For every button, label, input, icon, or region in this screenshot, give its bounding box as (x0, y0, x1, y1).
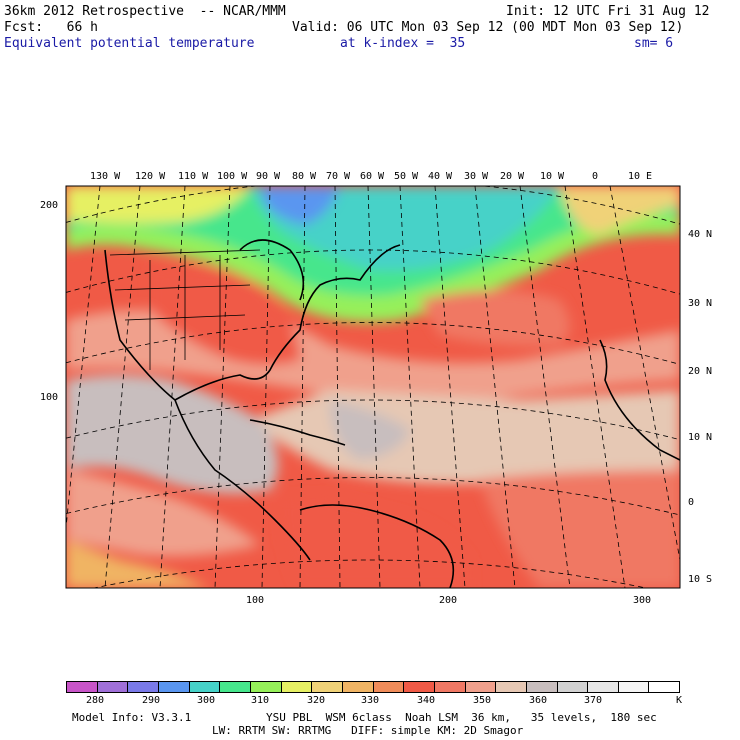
coastlines (104, 239, 680, 588)
init-time: Init: 12 UTC Fri 31 Aug 12 (506, 4, 710, 19)
colorbar-swatch (158, 682, 190, 692)
lon-label: 50 W (394, 171, 419, 182)
colorbar-swatch (220, 682, 251, 692)
colorbar-swatch (526, 682, 558, 692)
lon-label: 10 W (540, 171, 565, 182)
lon-label: 60 W (360, 171, 385, 182)
map-frame (65, 185, 681, 589)
model-info: Model Info: V3.3.1 (72, 711, 192, 724)
k-index-label: at k-index = 35 (340, 36, 466, 51)
colorbar-swatch (649, 682, 680, 692)
grid-y-label: 200 (40, 200, 59, 211)
colorbar-swatch (557, 682, 589, 692)
lat-label: 20 N (688, 366, 713, 377)
colorbar-unit: K (676, 695, 683, 706)
colorbar-label: 350 (473, 695, 492, 706)
graticule (66, 186, 680, 588)
grid-y-label: 100 (40, 392, 59, 403)
lat-label: 30 N (688, 298, 713, 309)
colorbar-label: 300 (197, 695, 216, 706)
lon-label: 120 W (135, 171, 166, 182)
colorbar-label: 340 (417, 695, 436, 706)
grid-x-label: 200 (439, 595, 458, 606)
radiation-info: LW: RRTM SW: RRTMG DIFF: simple KM: 2D S… (212, 724, 524, 737)
colorbar-swatch (67, 682, 98, 692)
colorbar-swatch (97, 682, 129, 692)
lat-label: 10 N (688, 432, 713, 443)
valid-time: Valid: 06 UTC Mon 03 Sep 12 (00 MDT Mon … (292, 20, 684, 35)
smoothing-label: sm= 6 (634, 36, 674, 51)
colorbar-swatch (496, 682, 527, 692)
colorbar (66, 681, 680, 693)
colorbar-label: 360 (529, 695, 548, 706)
colorbar-swatch (465, 682, 497, 692)
lon-label: 80 W (292, 171, 317, 182)
colorbar-swatch (250, 682, 282, 692)
colorbar-swatch (312, 682, 343, 692)
lon-label: 30 W (464, 171, 489, 182)
colorbar-label: 330 (361, 695, 380, 706)
colorbar-label: 310 (251, 695, 270, 706)
lon-label: 20 W (500, 171, 525, 182)
colorbar-swatch (373, 682, 405, 692)
forecast-hour: Fcst: 66 h (4, 20, 98, 35)
lat-label: 0 (688, 497, 695, 508)
colorbar-swatch (189, 682, 221, 692)
lon-label: 0 (592, 171, 599, 182)
colorbar-swatch (588, 682, 619, 692)
lon-label: 40 W (428, 171, 453, 182)
lat-label: 10 S (688, 574, 713, 585)
lon-label: 100 W (217, 171, 248, 182)
lon-label: 90 W (256, 171, 281, 182)
colorbar-label: 280 (86, 695, 105, 706)
physics-info: YSU PBL WSM 6class Noah LSM 36 km, 35 le… (266, 711, 657, 724)
lon-label: 130 W (90, 171, 121, 182)
colorbar-label: 370 (584, 695, 603, 706)
colorbar-swatch (281, 682, 313, 692)
model-title: 36km 2012 Retrospective -- NCAR/MMM (4, 4, 286, 19)
map-field (66, 186, 680, 588)
colorbar-label: 290 (142, 695, 161, 706)
lon-label: 110 W (178, 171, 209, 182)
grid-x-label: 100 (246, 595, 265, 606)
colorbar-swatch (434, 682, 466, 692)
lon-label: 70 W (326, 171, 351, 182)
grid-x-label: 300 (633, 595, 652, 606)
colorbar-swatch (404, 682, 435, 692)
lat-label: 40 N (688, 229, 713, 240)
colorbar-label: 320 (307, 695, 326, 706)
colorbar-swatch (342, 682, 374, 692)
colorbar-swatch (128, 682, 159, 692)
colorbar-swatch (618, 682, 650, 692)
state-borders (109, 249, 261, 370)
field-name: Equivalent potential temperature (4, 36, 255, 51)
lon-label: 10 E (628, 171, 653, 182)
